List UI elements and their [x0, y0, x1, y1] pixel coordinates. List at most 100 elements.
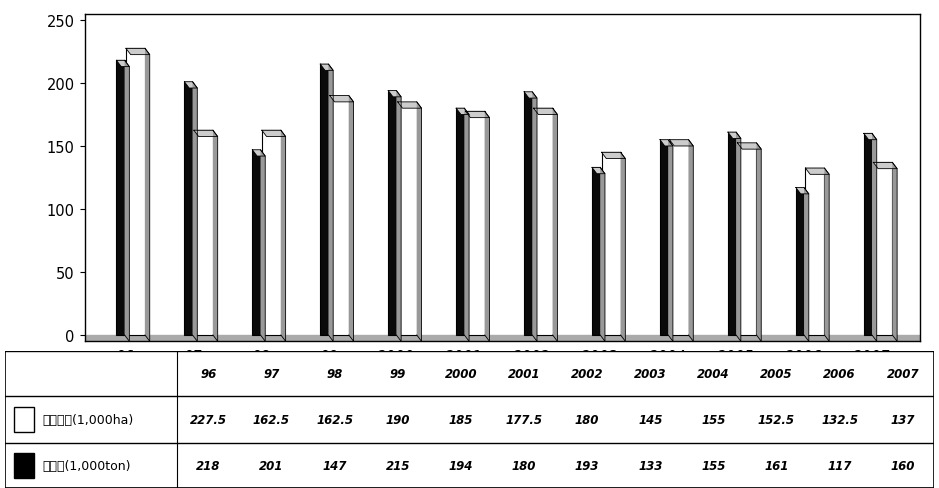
Polygon shape — [262, 131, 285, 137]
Text: 97: 97 — [263, 367, 280, 380]
Bar — [14, 453, 35, 478]
Polygon shape — [398, 102, 422, 109]
Bar — [253, 150, 260, 335]
Polygon shape — [116, 61, 130, 67]
Text: 152.5: 152.5 — [758, 413, 795, 426]
Text: 117: 117 — [827, 459, 852, 472]
Polygon shape — [213, 131, 218, 342]
Bar — [660, 141, 669, 335]
Polygon shape — [485, 112, 489, 342]
Bar — [533, 109, 553, 335]
Text: 155: 155 — [701, 459, 726, 472]
Text: 201: 201 — [259, 459, 284, 472]
Polygon shape — [145, 49, 149, 342]
Bar — [873, 163, 892, 335]
Text: 215: 215 — [386, 459, 409, 472]
Text: 2006: 2006 — [824, 367, 855, 380]
Polygon shape — [456, 109, 470, 115]
Polygon shape — [602, 153, 625, 159]
Bar — [456, 109, 464, 335]
Polygon shape — [281, 131, 285, 342]
Polygon shape — [824, 169, 829, 342]
Text: 2001: 2001 — [508, 367, 540, 380]
Text: 160: 160 — [890, 459, 915, 472]
Bar — [737, 143, 757, 335]
Polygon shape — [600, 168, 605, 342]
Polygon shape — [388, 91, 401, 98]
Polygon shape — [126, 49, 149, 56]
Bar — [85, 335, 920, 342]
Polygon shape — [320, 65, 333, 71]
Polygon shape — [464, 109, 470, 342]
Text: 생산량(1,000ton): 생산량(1,000ton) — [42, 459, 131, 472]
Polygon shape — [253, 150, 265, 157]
Text: 177.5: 177.5 — [505, 413, 543, 426]
Text: 2004: 2004 — [697, 367, 730, 380]
Polygon shape — [660, 141, 673, 147]
Polygon shape — [593, 168, 605, 174]
Text: 2002: 2002 — [571, 367, 603, 380]
Polygon shape — [737, 143, 762, 150]
Bar — [864, 134, 872, 335]
Bar — [330, 96, 348, 335]
Polygon shape — [670, 141, 693, 147]
Bar — [14, 407, 35, 432]
Polygon shape — [864, 134, 877, 141]
Polygon shape — [688, 141, 693, 342]
Bar — [193, 131, 213, 335]
Polygon shape — [192, 82, 197, 342]
Text: 98: 98 — [327, 367, 343, 380]
Text: 185: 185 — [449, 413, 473, 426]
Polygon shape — [553, 109, 558, 342]
Text: 145: 145 — [638, 413, 662, 426]
Text: 161: 161 — [764, 459, 789, 472]
Polygon shape — [533, 109, 558, 115]
Text: 194: 194 — [449, 459, 473, 472]
Bar — [184, 82, 192, 335]
Polygon shape — [621, 153, 625, 342]
Text: 137: 137 — [890, 413, 915, 426]
Text: 180: 180 — [512, 459, 536, 472]
Text: 96: 96 — [200, 367, 216, 380]
Polygon shape — [757, 143, 762, 342]
Text: 2007: 2007 — [886, 367, 919, 380]
Text: 162.5: 162.5 — [253, 413, 290, 426]
Polygon shape — [669, 141, 673, 342]
Text: 227.5: 227.5 — [190, 413, 226, 426]
Bar — [466, 112, 485, 335]
Bar — [593, 168, 600, 335]
Polygon shape — [396, 91, 401, 342]
Polygon shape — [329, 65, 333, 342]
Bar — [806, 169, 824, 335]
Text: 99: 99 — [390, 367, 406, 380]
Bar — [262, 131, 281, 335]
Polygon shape — [728, 133, 741, 139]
Bar — [728, 133, 736, 335]
Bar — [126, 49, 145, 335]
Text: 155: 155 — [701, 413, 726, 426]
Bar — [602, 153, 621, 335]
Polygon shape — [806, 169, 829, 175]
Text: 2003: 2003 — [634, 367, 667, 380]
Polygon shape — [193, 131, 218, 137]
Text: 190: 190 — [386, 413, 409, 426]
Polygon shape — [532, 93, 537, 342]
Polygon shape — [330, 96, 354, 102]
Text: 재배면적(1,000ha): 재배면적(1,000ha) — [42, 413, 133, 426]
Polygon shape — [348, 96, 354, 342]
Bar — [320, 65, 329, 335]
Bar — [398, 102, 417, 335]
Text: 162.5: 162.5 — [316, 413, 353, 426]
Bar — [670, 141, 688, 335]
Text: 193: 193 — [575, 459, 599, 472]
Polygon shape — [804, 188, 808, 342]
FancyBboxPatch shape — [5, 351, 934, 488]
Polygon shape — [417, 102, 422, 342]
Text: 132.5: 132.5 — [821, 413, 858, 426]
Polygon shape — [873, 163, 897, 169]
Text: 180: 180 — [575, 413, 599, 426]
Text: 2000: 2000 — [444, 367, 477, 380]
Text: 218: 218 — [196, 459, 221, 472]
Bar — [524, 93, 532, 335]
Polygon shape — [466, 112, 489, 119]
